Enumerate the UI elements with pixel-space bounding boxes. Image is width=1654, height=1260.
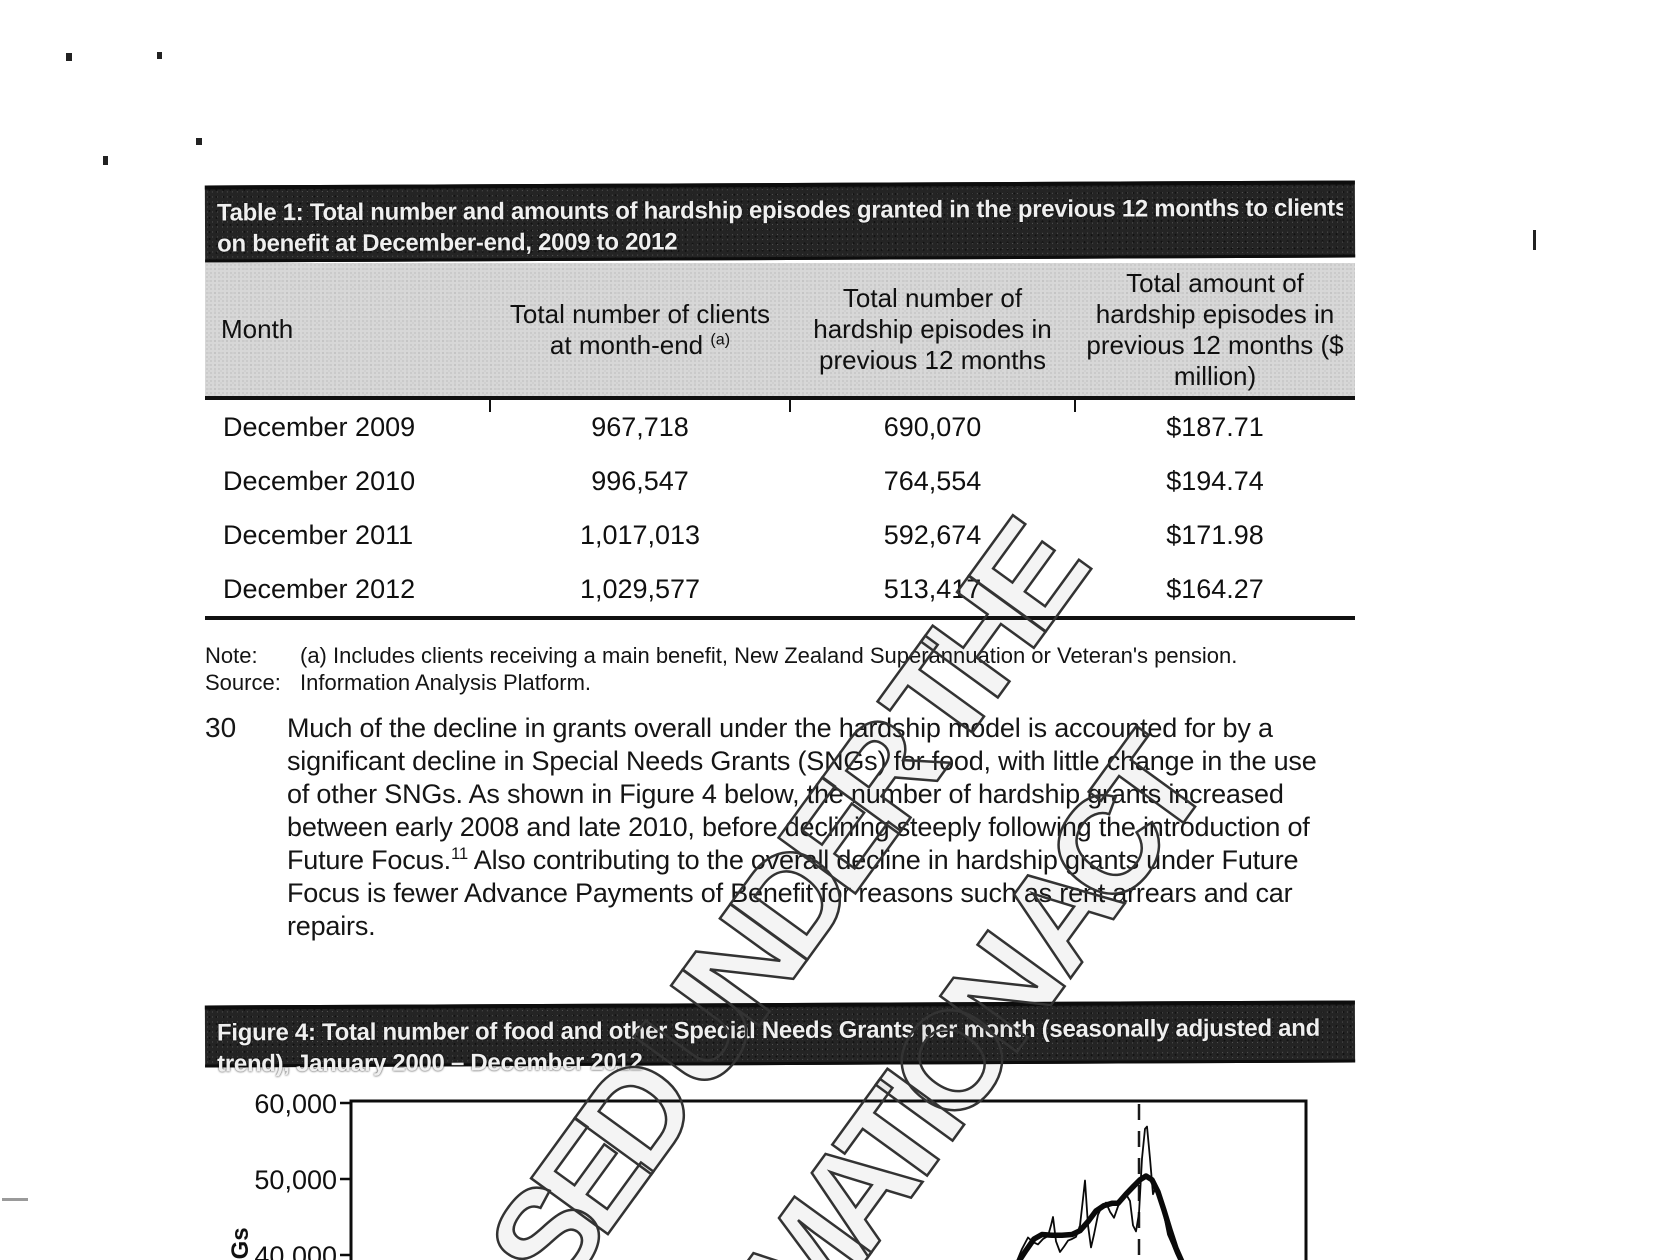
table1-title-bar: Table 1: Total number and amounts of har…: [204, 180, 1356, 263]
footnote-marker-11: 11: [450, 844, 468, 863]
figure4-title-line1: Figure 4: Total number of food and other…: [216, 1014, 1320, 1047]
footnote-marker-a: (a): [710, 329, 731, 348]
table1-header-row: Month Total number of clients at month-e…: [205, 263, 1355, 400]
table1-title-line1: Table 1: Total number and amounts of har…: [216, 194, 1344, 227]
y-axis-tick-label: 50,000: [254, 1165, 337, 1195]
figure4-chart: [340, 1099, 1308, 1260]
note-text: (a) Includes clients receiving a main be…: [300, 643, 1238, 668]
y-axis-label: NGs: [227, 1227, 254, 1260]
y-axis-tick-label: 60,000: [254, 1089, 337, 1119]
scan-speck: [2, 1198, 28, 1201]
figure4-title-bar: Figure 4: Total number of food and other…: [204, 1000, 1356, 1077]
table-row: December 2009 967,718 690,070 $187.71: [223, 411, 1264, 442]
scan-speck: [1533, 230, 1536, 250]
source-label: Source:: [205, 670, 281, 695]
table1-col-clients: Total number of clients at month-end (a): [509, 298, 771, 360]
figure4-title-line2: trend), January 2000 – December 2012: [217, 1048, 643, 1078]
column-divider-tick: [489, 400, 491, 412]
column-divider-tick: [1074, 400, 1076, 412]
scan-speck: [66, 53, 72, 61]
paragraph-30: Much of the decline in grants overall un…: [287, 713, 1317, 941]
table-row: December 2011 1,017,013 592,674 $171.98: [223, 519, 1264, 550]
table1-source: Source: Information Analysis Platform.: [205, 670, 1365, 696]
table-row: December 2012 1,029,577 513,417 $164.27: [223, 573, 1264, 604]
note-label: Note:: [205, 643, 258, 668]
table1-body: December 2009 967,718 690,070 $187.71 De…: [205, 400, 1355, 620]
table-row: December 2010 996,547 764,554 $194.74: [223, 465, 1264, 496]
table1-note: Note: (a) Includes clients receiving a m…: [205, 643, 1365, 669]
scan-speck: [103, 156, 108, 165]
column-divider-tick: [789, 400, 791, 412]
table1-col-month: Month: [221, 314, 294, 344]
y-axis-tick-label: 40,000: [254, 1241, 337, 1260]
paragraph-number: 30: [205, 712, 237, 743]
table1-col-amount: Total amount of hardship episodes in pre…: [1086, 267, 1344, 391]
scan-speck: [157, 52, 162, 59]
scan-speck: [196, 138, 202, 145]
source-text: Information Analysis Platform.: [300, 670, 592, 695]
table1-title-line2: on benefit at December-end, 2009 to 2012: [217, 228, 678, 258]
table1-col-episodes: Total number of hardship episodes in pre…: [813, 283, 1052, 375]
